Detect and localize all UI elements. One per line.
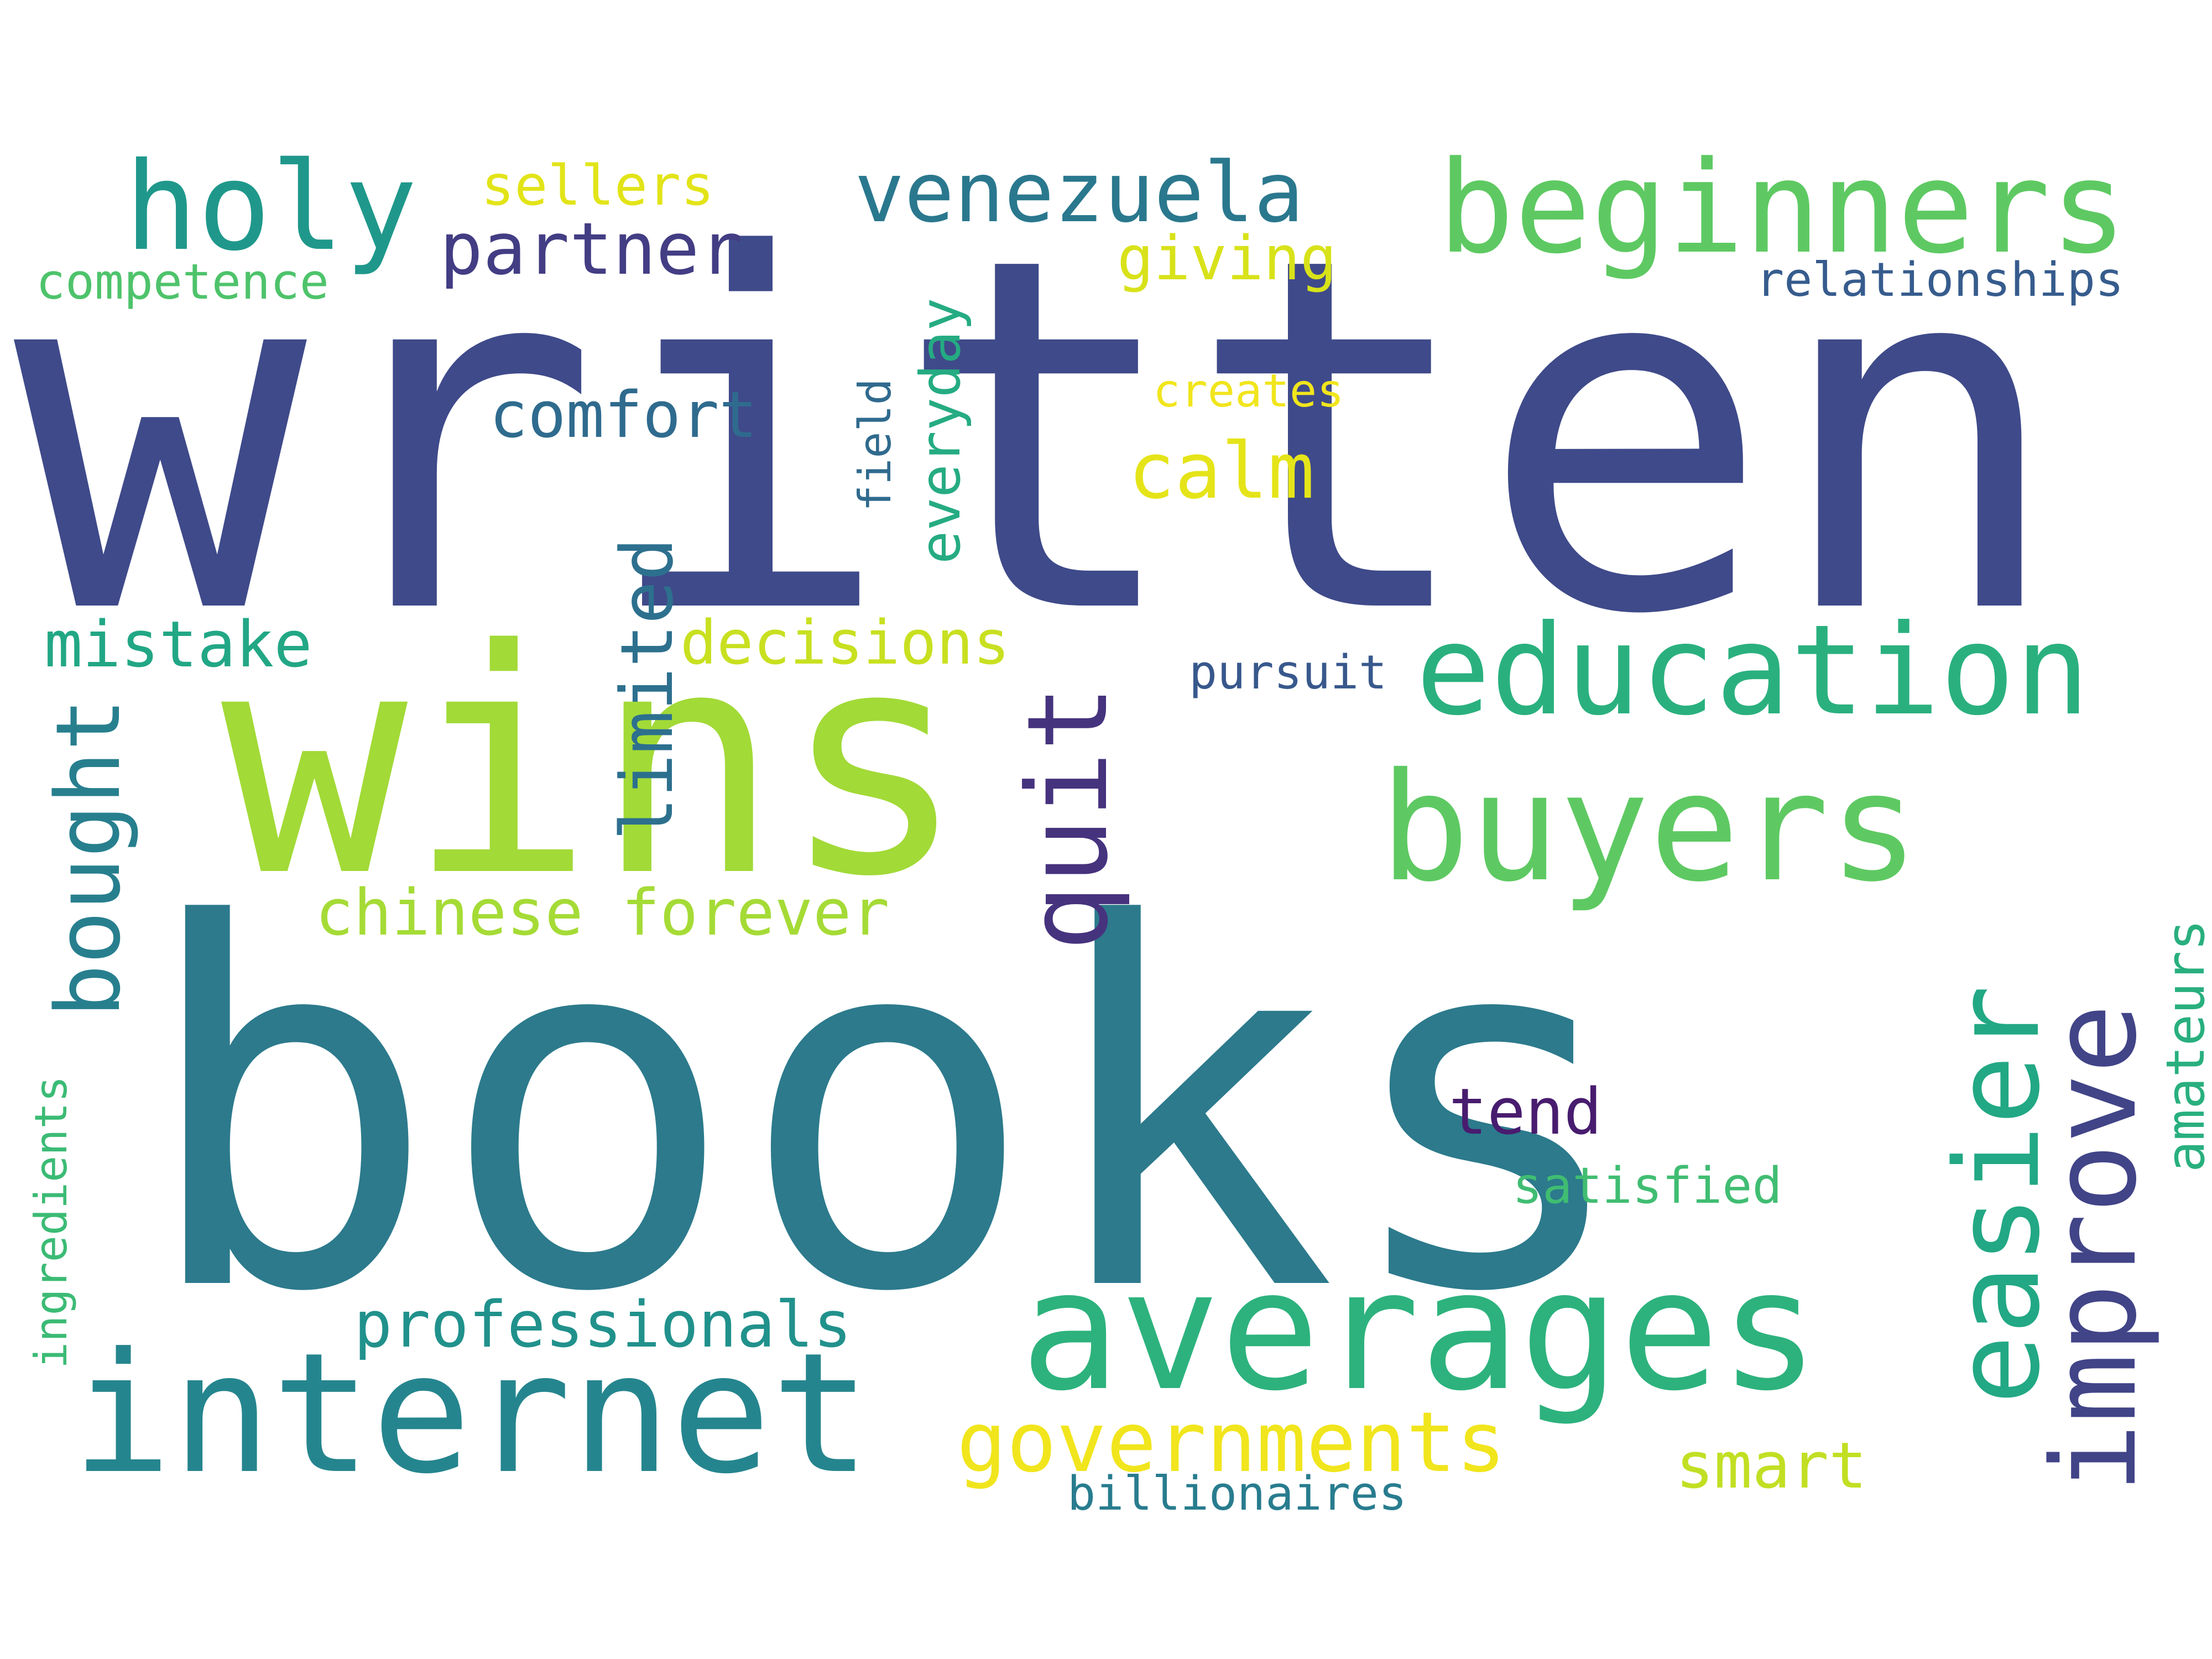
word-written: written — [14, 154, 2065, 721]
word-field: field — [849, 378, 901, 512]
word-limited: limited — [605, 538, 689, 841]
word-ingredients: ingredients — [25, 1076, 77, 1369]
word-calm: calm — [1128, 426, 1314, 517]
word-governments: governments — [957, 1395, 1506, 1491]
word-comfort: comfort — [489, 378, 758, 452]
word-averages: averages — [1020, 1234, 1819, 1427]
word-mistake: mistake — [44, 608, 312, 682]
word-venezuela: venezuela — [854, 145, 1304, 241]
word-books: books — [138, 822, 1636, 1401]
word-sellers: sellers — [481, 153, 714, 218]
word-chinese-forever: chinese forever — [315, 876, 890, 950]
word-easier: easier — [1930, 985, 2065, 1405]
word-buyers: buyers — [1380, 740, 1919, 915]
word-partner: partner — [440, 207, 743, 291]
word-quit: quit — [1004, 685, 1133, 951]
word-pursuit: pursuit — [1189, 645, 1387, 700]
word-creates: creates — [1153, 365, 1344, 418]
word-bought: bought — [36, 698, 140, 1018]
word-education: education — [1416, 598, 2090, 743]
word-beginners: beginners — [1438, 134, 2127, 282]
word-professionals: professionals — [354, 1288, 852, 1362]
word-wins: wins — [221, 584, 967, 945]
word-decisions: decisions — [680, 607, 1010, 678]
word-tend: tend — [1449, 1075, 1602, 1149]
word-holy: holy — [124, 136, 418, 278]
word-billionaires: billionaires — [1067, 1467, 1407, 1521]
word-everyday: everyday — [908, 298, 973, 564]
word-smart: smart — [1676, 1429, 1867, 1503]
word-giving: giving — [1117, 223, 1337, 294]
word-relationships: relationships — [1756, 253, 2124, 307]
word-satisfied: satisfied — [1512, 1157, 1782, 1215]
word-amateurs: amateurs — [2156, 919, 2212, 1172]
word-improve: improve — [2027, 1004, 2162, 1493]
word-internet: internet — [72, 1317, 871, 1510]
word-competence: competence — [36, 253, 329, 310]
